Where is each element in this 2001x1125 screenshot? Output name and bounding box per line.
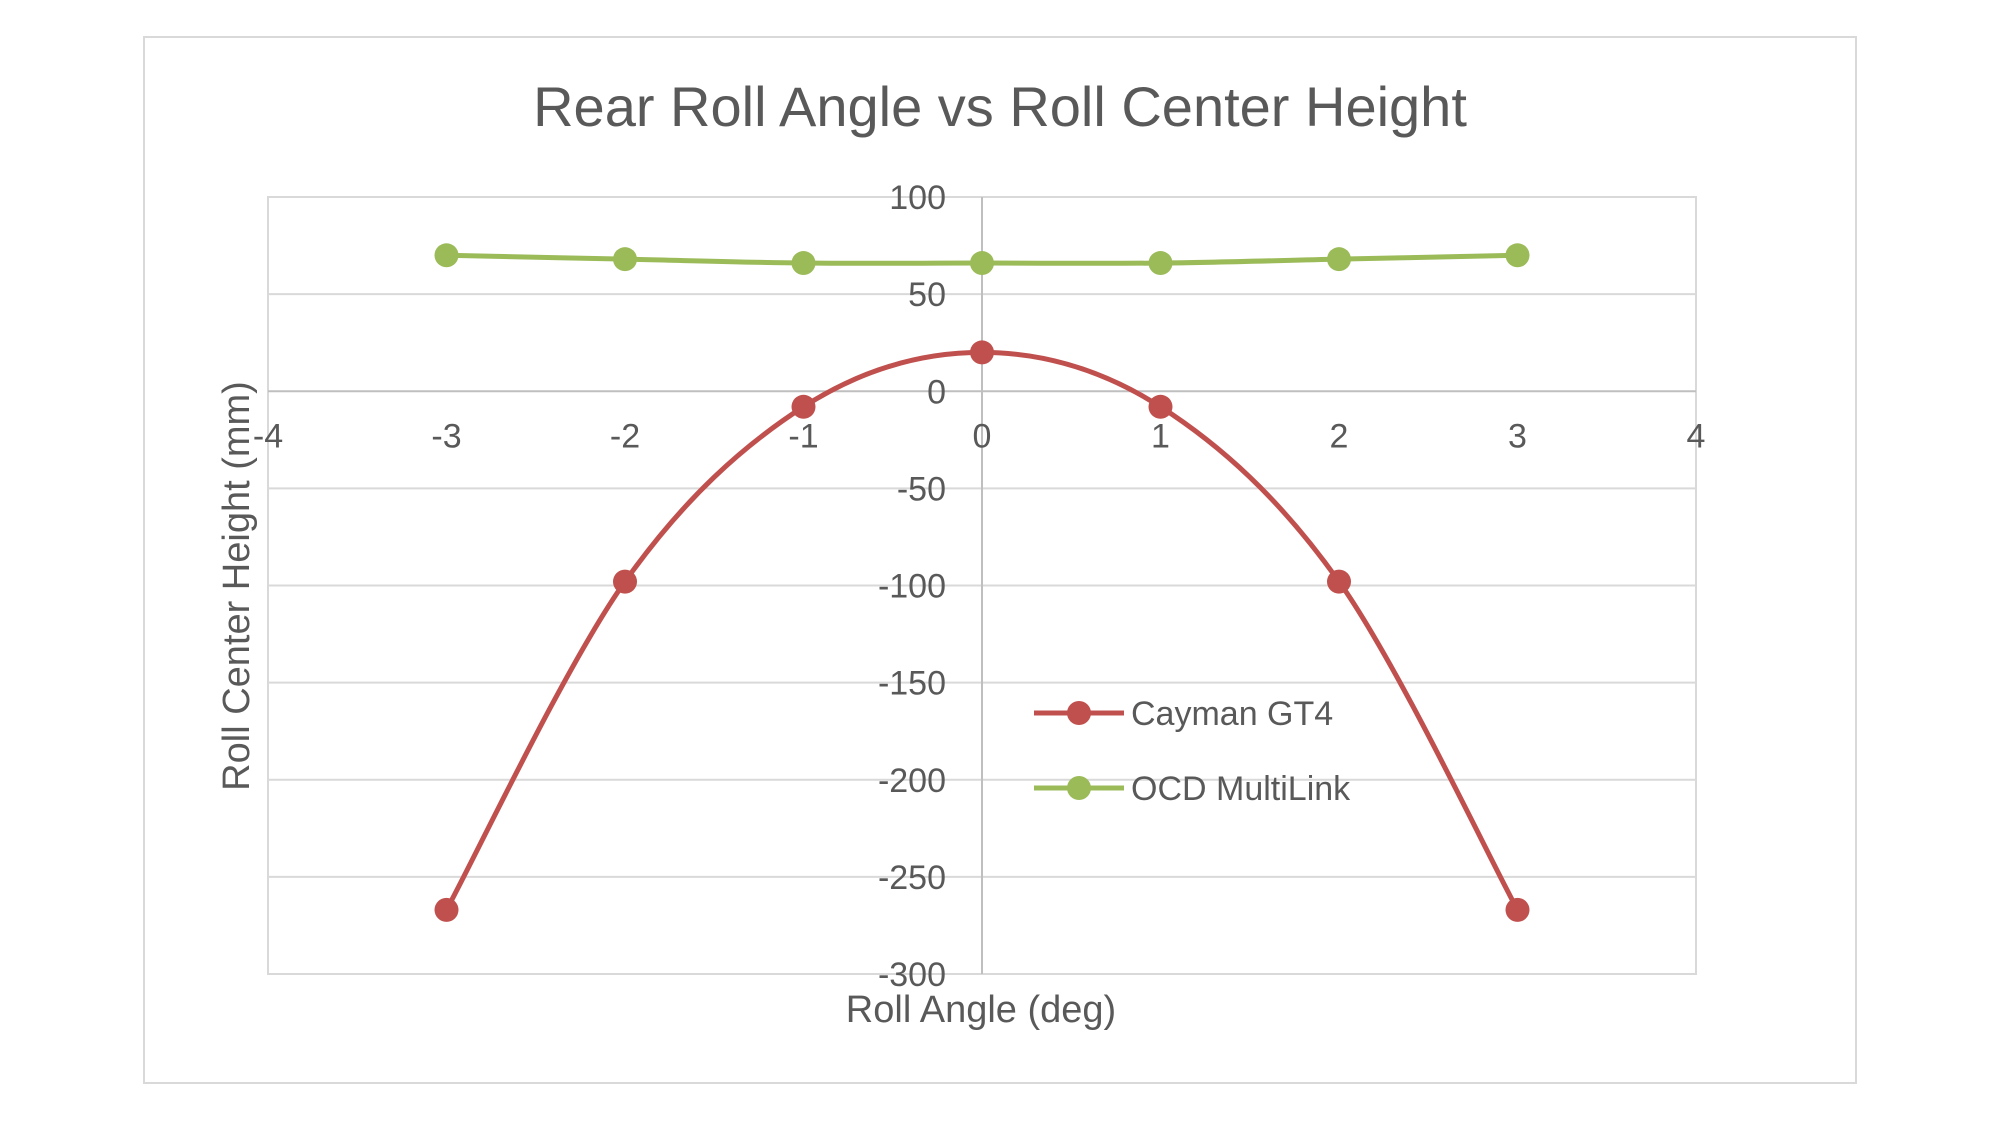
x-tick-label: 0 (973, 417, 992, 455)
chart-frame (143, 36, 1857, 1084)
x-tick-label: -2 (610, 417, 640, 455)
x-axis-title: Roll Angle (deg) (846, 989, 1116, 1031)
x-tick-label: 3 (1508, 417, 1527, 455)
data-point (1327, 569, 1351, 594)
data-point (1148, 251, 1173, 276)
data-point (791, 251, 816, 276)
y-tick-label: 50 (908, 276, 946, 314)
y-tick-label: -150 (878, 665, 946, 703)
data-point (970, 340, 994, 365)
x-tick-label: -1 (788, 417, 818, 455)
legend-label: OCD MultiLink (1131, 770, 1351, 808)
legend-swatch-marker (1067, 701, 1091, 725)
legend-item: Cayman GT4 (1034, 695, 1333, 733)
data-point (1505, 897, 1530, 922)
tick-labels: -4 -3 -2 -1 0 1 2 3 4 100 50 0 -50 -100 -150 -200 -250 -3… (253, 179, 1706, 994)
y-tick-label: -300 (878, 956, 946, 994)
chart-title: Rear Roll Angle vs Roll Center Height (533, 75, 1467, 138)
y-tick-label: -100 (878, 568, 946, 606)
x-tick-label: -3 (431, 417, 461, 455)
x-tick-label: 4 (1687, 417, 1706, 455)
y-tick-label: -250 (878, 859, 946, 897)
data-point (970, 251, 994, 276)
data-point (1327, 247, 1351, 272)
y-tick-label: 0 (927, 373, 946, 411)
series-0 (434, 340, 1530, 922)
y-axis-title: Roll Center Height (mm) (216, 381, 258, 791)
y-tick-label: -50 (897, 470, 946, 508)
legend-label: Cayman GT4 (1131, 695, 1333, 733)
y-tick-label: -200 (878, 762, 946, 800)
legend-swatch-marker (1067, 776, 1091, 800)
data-point (434, 897, 459, 922)
axes (268, 197, 1696, 974)
data-point (1505, 243, 1530, 268)
legend-item: OCD MultiLink (1034, 770, 1351, 808)
y-tick-label: 100 (889, 179, 946, 217)
data-point (1148, 394, 1173, 419)
data-point (613, 569, 637, 594)
series-1 (434, 243, 1530, 276)
x-tick-label: 2 (1330, 417, 1349, 455)
data-point (434, 243, 459, 268)
series (434, 243, 1530, 922)
x-tick-label: 1 (1151, 417, 1170, 455)
data-point (791, 394, 816, 419)
legend: Cayman GT4 OCD MultiLink (1034, 695, 1351, 808)
data-point (613, 247, 637, 272)
x-tick-label: -4 (253, 417, 283, 455)
